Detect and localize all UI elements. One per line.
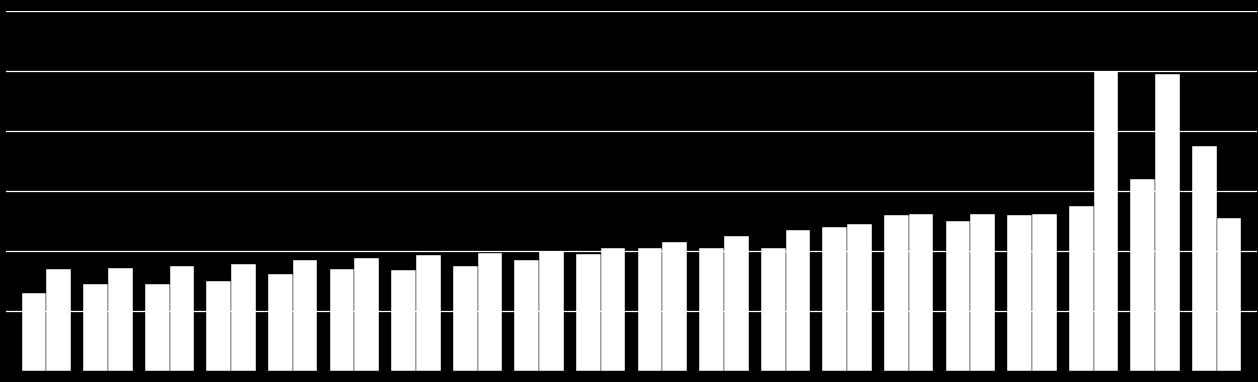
Bar — [785, 230, 810, 371]
Bar — [21, 293, 47, 371]
Bar — [723, 236, 749, 371]
Bar — [662, 242, 687, 371]
Bar — [576, 254, 601, 371]
Bar — [83, 284, 108, 371]
Bar — [540, 251, 564, 371]
Bar — [515, 260, 540, 371]
Bar — [268, 274, 293, 371]
Bar — [1193, 146, 1216, 371]
Bar — [478, 253, 502, 371]
Bar — [170, 266, 194, 371]
Bar — [699, 248, 723, 371]
Bar — [231, 264, 255, 371]
Bar — [946, 221, 970, 371]
Bar — [391, 270, 416, 371]
Bar — [453, 266, 478, 371]
Bar — [1131, 179, 1155, 371]
Bar — [847, 224, 872, 371]
Bar — [108, 268, 132, 371]
Bar — [601, 248, 625, 371]
Bar — [884, 215, 908, 371]
Bar — [145, 284, 170, 371]
Bar — [970, 214, 995, 371]
Bar — [908, 214, 933, 371]
Bar — [1216, 218, 1242, 371]
Bar — [638, 248, 662, 371]
Bar — [1008, 215, 1032, 371]
Bar — [1155, 74, 1180, 371]
Bar — [1032, 214, 1057, 371]
Bar — [1069, 206, 1093, 371]
Bar — [823, 227, 847, 371]
Bar — [355, 258, 379, 371]
Bar — [416, 255, 440, 371]
Bar — [206, 281, 231, 371]
Bar — [330, 269, 355, 371]
Bar — [47, 269, 70, 371]
Bar — [293, 260, 317, 371]
Bar — [1093, 71, 1118, 371]
Bar — [761, 248, 785, 371]
